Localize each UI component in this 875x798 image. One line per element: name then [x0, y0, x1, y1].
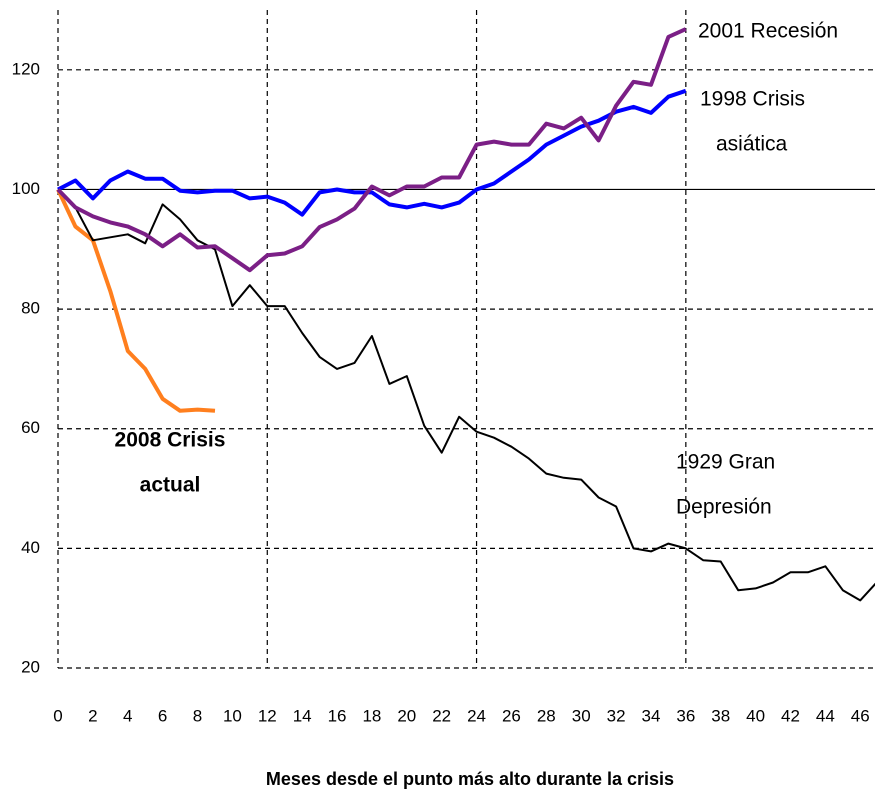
- y-tick-label: 120: [12, 59, 40, 78]
- x-tick-label: 18: [362, 706, 381, 725]
- x-tick-label: 40: [746, 706, 765, 725]
- x-tick-label: 16: [328, 706, 347, 725]
- x-axis-label: Meses desde el punto más alto durante la…: [266, 769, 674, 789]
- x-tick-label: 8: [193, 706, 202, 725]
- x-tick-label: 34: [641, 706, 660, 725]
- series-annotation: 2001 Recesión: [698, 20, 838, 43]
- x-tick-label: 46: [851, 706, 870, 725]
- x-tick-label: 22: [432, 706, 451, 725]
- x-tick-label: 6: [158, 706, 167, 725]
- y-tick-label: 60: [21, 418, 40, 437]
- y-tick-label: 40: [21, 538, 40, 557]
- x-tick-label: 12: [258, 706, 277, 725]
- series-annotation: Depresión: [676, 496, 772, 519]
- x-tick-label: 38: [711, 706, 730, 725]
- x-tick-label: 10: [223, 706, 242, 725]
- x-tick-label: 36: [676, 706, 695, 725]
- series-annotation: 2008 Crisis: [115, 429, 226, 452]
- y-tick-label: 20: [21, 657, 40, 676]
- series-line: [57, 88, 687, 217]
- series-annotation: actual: [140, 474, 201, 497]
- x-tick-label: 30: [572, 706, 591, 725]
- x-tick-label: 28: [537, 706, 556, 725]
- y-tick-label: 80: [21, 299, 40, 318]
- series-line: [57, 188, 875, 602]
- x-tick-label: 4: [123, 706, 132, 725]
- y-tick-label: 100: [12, 179, 40, 198]
- x-tick-label: 26: [502, 706, 521, 725]
- series-annotation: 1929 Gran: [676, 451, 775, 474]
- x-tick-label: 20: [397, 706, 416, 725]
- x-tick-label: 42: [781, 706, 800, 725]
- x-tick-label: 14: [293, 706, 312, 725]
- x-tick-label: 2: [88, 706, 97, 725]
- x-tick-label: 24: [467, 706, 486, 725]
- series-line: [56, 188, 216, 413]
- x-tick-label: 44: [816, 706, 835, 725]
- series-annotation: 1998 Crisis: [700, 88, 805, 111]
- x-tick-label: 0: [53, 706, 62, 725]
- x-tick-label: 32: [607, 706, 626, 725]
- series-annotation: asiática: [716, 133, 788, 156]
- series-line: [56, 27, 687, 273]
